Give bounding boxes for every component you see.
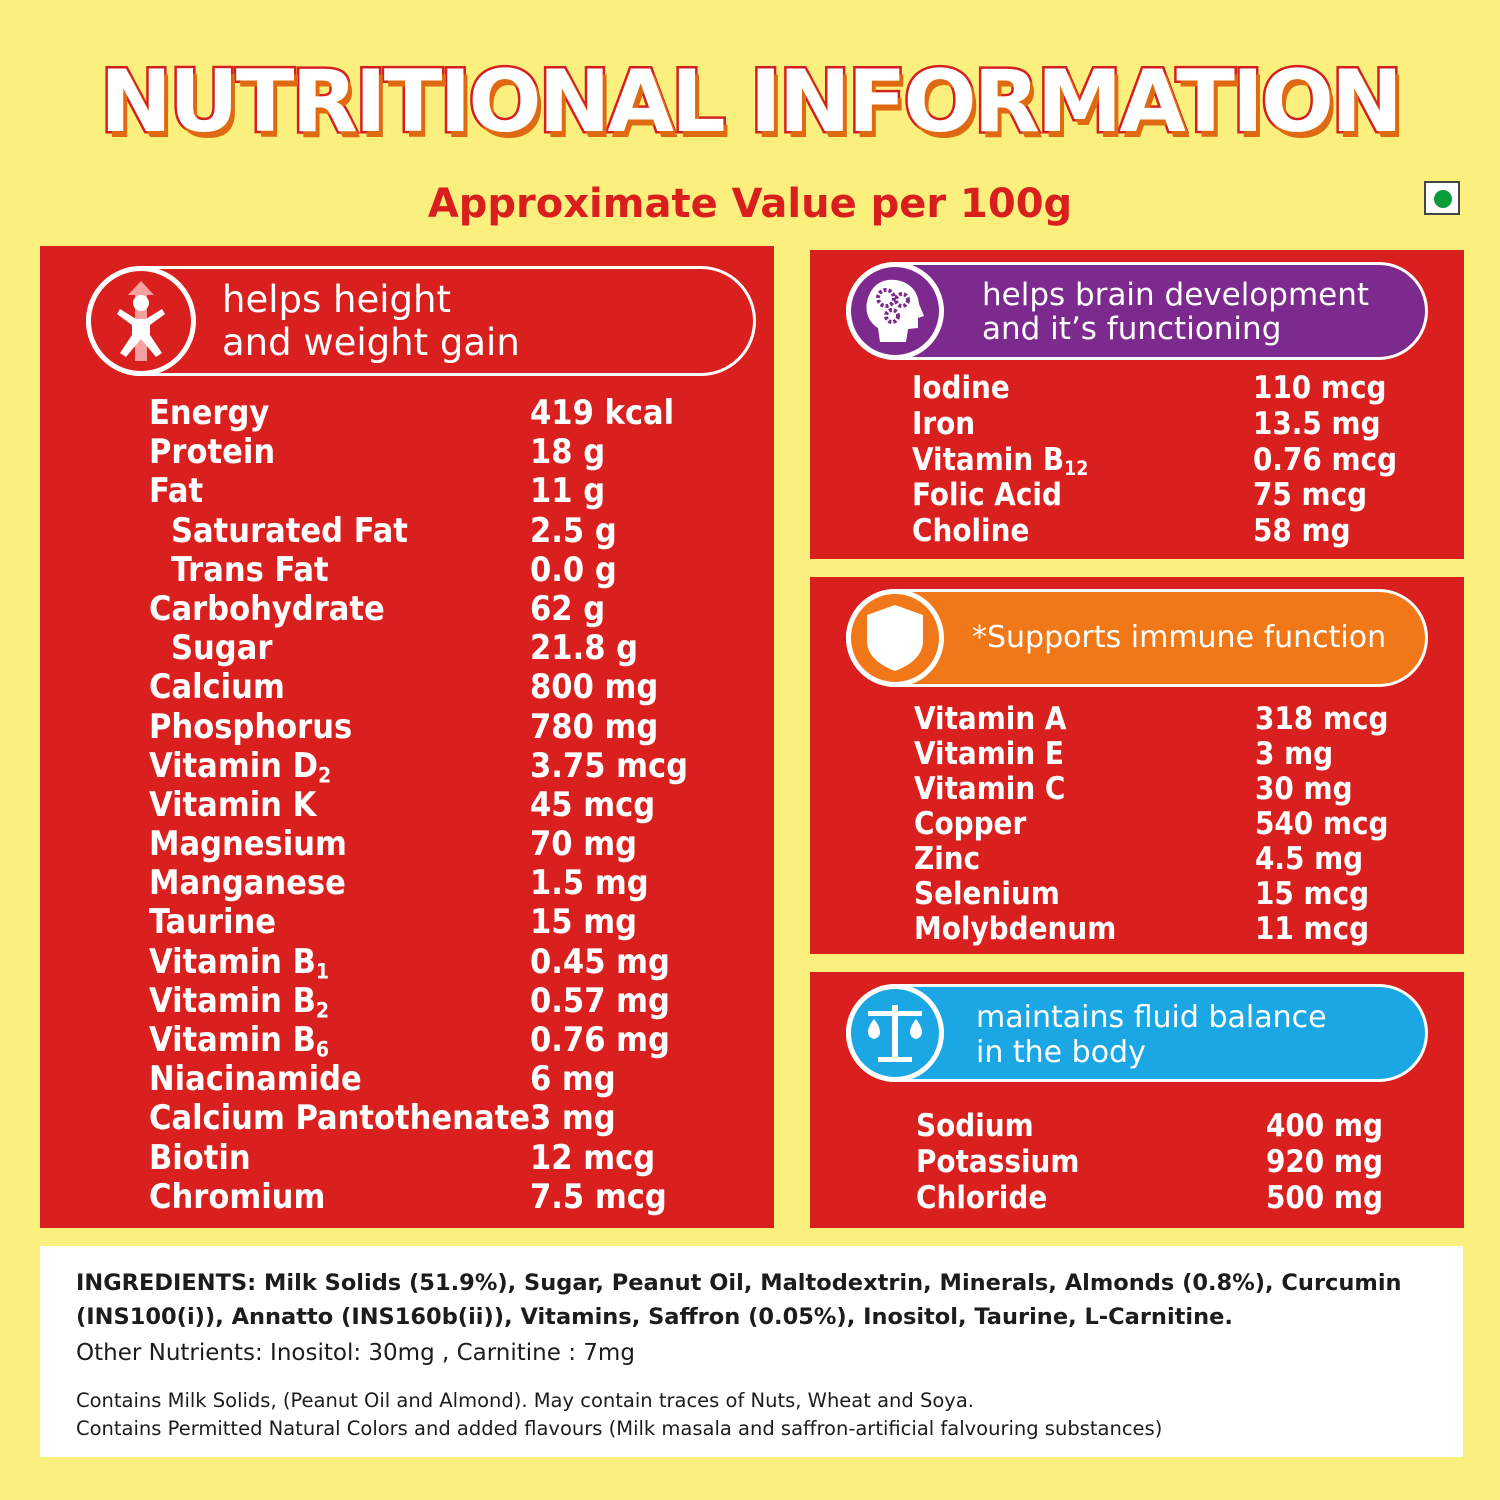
nutrient-name: Folic Acid	[912, 477, 1062, 514]
balance-scale-icon	[846, 984, 944, 1082]
nutrient-value: 0.45 mg	[530, 941, 670, 982]
nutrient-value: 11 mcg	[1255, 911, 1370, 947]
nutrient-value: 4.5 mg	[1255, 841, 1364, 877]
veg-mark-icon	[1424, 181, 1460, 215]
nutrient-value: 21.8 g	[530, 628, 639, 669]
nutrient-name: Potassium	[916, 1144, 1080, 1180]
brain-panel: helps brain development and it’s functio…	[810, 250, 1464, 559]
nutrient-value: 3 mg	[530, 1098, 616, 1139]
nutrient-value: 0.57 mg	[530, 980, 670, 1021]
nutrient-name: Calcium Pantothenate	[149, 1098, 530, 1139]
nutrient-value: 400 mg	[1266, 1108, 1383, 1144]
allergen-line-2: Contains Permitted Natural Colors and ad…	[76, 1417, 1163, 1440]
nutrient-value: 0.0 g	[530, 549, 617, 590]
nutrient-value: 318 mcg	[1255, 701, 1389, 737]
nutrient-name: Iron	[912, 405, 976, 442]
nutrient-value: 15 mg	[530, 902, 637, 943]
nutrient-name: Niacinamide	[149, 1059, 362, 1100]
nutrient-name: Vitamin E	[914, 736, 1064, 772]
nutrient-name: Zinc	[914, 841, 981, 877]
brain-label: helps brain development and it’s functio…	[982, 277, 1370, 347]
nutrient-value: 62 g	[530, 588, 606, 629]
nutrient-name: Chromium	[149, 1176, 326, 1217]
nutrient-value: 540 mcg	[1255, 806, 1389, 842]
nutrient-subscript: 12	[1064, 456, 1089, 480]
nutrient-name: Sodium	[916, 1108, 1034, 1144]
other-nutrients: Other Nutrients: Inositol: 30mg , Carnit…	[76, 1340, 635, 1366]
growth-label: helps height and weight gain	[222, 278, 520, 364]
immune-panel: *Supports immune function Vitamin A 318 m…	[810, 577, 1464, 954]
nutrient-value: 3 mg	[1255, 736, 1334, 772]
nutrient-value: 70 mg	[530, 824, 637, 865]
nutrient-name: Vitamin D2	[149, 745, 332, 787]
nutrient-value: 6 mg	[530, 1059, 616, 1100]
nutrient-name: Choline	[912, 513, 1030, 550]
nutrient-name: Biotin	[149, 1137, 251, 1178]
nutrient-value: 419 kcal	[530, 393, 675, 433]
fluid-panel: maintains fluid balance in the body Sodi…	[810, 972, 1464, 1228]
nutrient-subscript: 2	[315, 997, 330, 1023]
nutrient-name: Vitamin B2	[149, 980, 330, 1023]
nutrient-name: Calcium	[149, 667, 285, 708]
nutrient-value: 12 mcg	[530, 1137, 656, 1178]
nutrient-name: Saturated Fat	[171, 510, 408, 551]
nutrient-name: Vitamin C	[914, 771, 1066, 807]
nutrient-value: 500 mg	[1266, 1180, 1383, 1216]
nutrient-name: Vitamin K	[149, 784, 317, 825]
nutrient-name: Carbohydrate	[149, 588, 385, 629]
ingredients-line-1: INGREDIENTS: Milk Solids (51.9%), Sugar,…	[76, 1270, 1402, 1296]
child-growth-icon	[86, 266, 196, 376]
nutrient-subscript: 6	[315, 1036, 330, 1062]
page-subtitle: Approximate Value per 100g	[427, 181, 1073, 227]
nutrient-value: 18 g	[530, 432, 606, 473]
ingredients-box: INGREDIENTS: Milk Solids (51.9%), Sugar,…	[40, 1246, 1463, 1457]
page-title: NUTRITIONAL INFORMATION	[98, 50, 1406, 155]
nutrient-name: Vitamin B1	[149, 941, 330, 983]
growth-panel: helps height and weight gain Energy 419 k…	[40, 246, 774, 1228]
brain-gears-icon	[846, 262, 944, 360]
nutrient-name: Trans Fat	[171, 549, 329, 590]
nutrient-value: 2.5 g	[530, 510, 617, 551]
nutrient-value: 920 mg	[1266, 1144, 1383, 1180]
nutrient-name: Protein	[149, 432, 276, 473]
nutrient-value: 30 mg	[1255, 771, 1353, 807]
nutrient-value: 13.5 mg	[1253, 405, 1381, 442]
nutrient-value: 800 mg	[530, 667, 659, 708]
nutrient-name: Vitamin B6	[149, 1020, 330, 1062]
nutrient-name: Vitamin B12	[912, 441, 1089, 480]
nutrient-value: 1.5 mg	[530, 863, 649, 904]
ingredients-line-2: (INS100(i)), Annatto (INS160b(ii)), Vita…	[76, 1304, 1233, 1330]
nutrient-name: Energy	[149, 393, 270, 433]
immune-label: *Supports immune function	[972, 620, 1387, 655]
nutrient-name: Magnesium	[149, 824, 347, 865]
shield-icon	[846, 589, 944, 687]
nutrient-name: Phosphorus	[149, 706, 353, 747]
nutrient-name: Selenium	[914, 876, 1060, 912]
nutrient-name: Sugar	[171, 628, 273, 669]
nutrient-value: 15 mcg	[1255, 876, 1370, 912]
nutrient-subscript: 2	[318, 761, 332, 787]
nutrient-name: Manganese	[149, 863, 346, 904]
nutrient-value: 7.5 mcg	[530, 1176, 667, 1217]
nutrient-name: Molybdenum	[914, 911, 1117, 947]
nutrient-value: 11 g	[530, 471, 606, 512]
nutrient-value: 75 mcg	[1253, 477, 1368, 514]
nutrient-value: 58 mg	[1253, 513, 1351, 550]
nutrient-subscript: 1	[315, 957, 330, 983]
nutrient-name: Vitamin A	[914, 701, 1067, 737]
nutrient-value: 3.75 mcg	[530, 745, 689, 786]
nutrient-name: Taurine	[149, 902, 277, 943]
nutrient-name: Iodine	[912, 370, 1010, 406]
nutrient-value: 0.76 mcg	[1253, 441, 1398, 478]
nutrient-name: Copper	[914, 806, 1027, 842]
nutrient-value: 110 mcg	[1253, 370, 1387, 406]
nutrient-value: 45 mcg	[530, 784, 656, 825]
nutrient-value: 0.76 mg	[530, 1020, 670, 1060]
fluid-label: maintains fluid balance in the body	[976, 1000, 1327, 1070]
nutrient-value: 780 mg	[530, 706, 659, 747]
allergen-line-1: Contains Milk Solids, (Peanut Oil and Al…	[76, 1389, 974, 1412]
nutrient-name: Chloride	[916, 1180, 1048, 1216]
nutrient-name: Fat	[149, 471, 204, 512]
